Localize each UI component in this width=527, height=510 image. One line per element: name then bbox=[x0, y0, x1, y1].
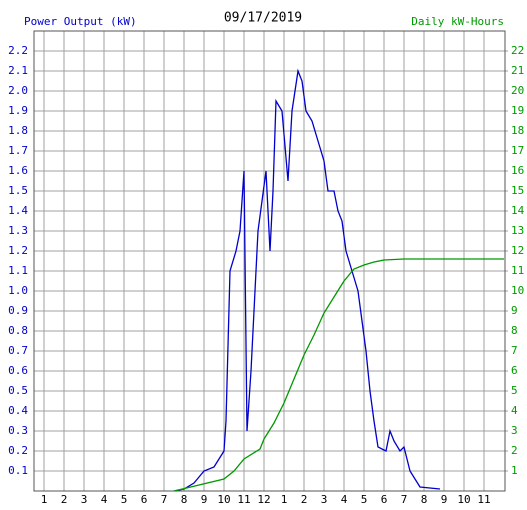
y-tick-label: 1.3 bbox=[8, 224, 28, 237]
right-axis-label: Daily kW-Hours bbox=[411, 15, 504, 28]
y-tick-label: 0.9 bbox=[8, 304, 28, 317]
y2-tick-label: 20 bbox=[511, 84, 524, 97]
y2-tick-label: 8 bbox=[511, 324, 518, 337]
y-tick-label: 1.7 bbox=[8, 144, 28, 157]
x-tick-label: 10 bbox=[457, 493, 470, 506]
y-tick-label: 2.0 bbox=[8, 84, 28, 97]
plot-area bbox=[34, 31, 505, 491]
y2-tick-label: 15 bbox=[511, 184, 524, 197]
x-tick-label: 8 bbox=[421, 493, 428, 506]
x-tick-label: 2 bbox=[301, 493, 308, 506]
x-tick-label: 7 bbox=[401, 493, 408, 506]
y2-tick-label: 16 bbox=[511, 164, 524, 177]
series-line bbox=[173, 258, 504, 492]
x-tick-label: 6 bbox=[141, 493, 148, 506]
y2-tick-label: 22 bbox=[511, 44, 524, 57]
x-tick-label: 2 bbox=[61, 493, 68, 506]
x-tick-label: 3 bbox=[321, 493, 328, 506]
y2-tick-label: 11 bbox=[511, 264, 524, 277]
x-tick-label: 5 bbox=[121, 493, 128, 506]
y2-tick-label: 21 bbox=[511, 64, 524, 77]
x-tick-label: 1 bbox=[281, 493, 288, 506]
y-tick-label: 0.4 bbox=[8, 404, 28, 417]
y2-tick-label: 13 bbox=[511, 224, 524, 237]
y-tick-label: 1.8 bbox=[8, 124, 28, 137]
x-tick-label: 5 bbox=[361, 493, 368, 506]
y2-tick-label: 14 bbox=[511, 204, 525, 217]
x-tick-label: 11 bbox=[477, 493, 490, 506]
x-tick-label: 1 bbox=[41, 493, 48, 506]
y-tick-label: 0.8 bbox=[8, 324, 28, 337]
y-tick-label: 0.6 bbox=[8, 364, 28, 377]
y-tick-label: 1.9 bbox=[8, 104, 28, 117]
y-tick-label: 1.5 bbox=[8, 184, 28, 197]
y-tick-label: 2.1 bbox=[8, 64, 28, 77]
y2-tick-label: 2 bbox=[511, 444, 518, 457]
y-tick-label: 0.5 bbox=[8, 384, 28, 397]
y-tick-label: 0.3 bbox=[8, 424, 28, 437]
x-tick-label: 7 bbox=[161, 493, 168, 506]
y2-tick-label: 3 bbox=[511, 424, 518, 437]
series-line bbox=[173, 68, 441, 492]
y2-tick-label: 10 bbox=[511, 284, 524, 297]
left-axis-label: Power Output (kW) bbox=[24, 15, 137, 28]
y-tick-label: 1.6 bbox=[8, 164, 28, 177]
chart-title: 09/17/2019 bbox=[224, 11, 302, 26]
x-tick-label: 6 bbox=[381, 493, 388, 506]
y2-tick-label: 9 bbox=[511, 304, 518, 317]
y2-tick-label: 12 bbox=[511, 244, 524, 257]
y-tick-label: 1.2 bbox=[8, 244, 28, 257]
x-tick-label: 4 bbox=[101, 493, 108, 506]
x-tick-label: 11 bbox=[237, 493, 250, 506]
y-tick-label: 2.2 bbox=[8, 44, 28, 57]
x-tick-label: 9 bbox=[201, 493, 208, 506]
y2-tick-label: 19 bbox=[511, 104, 524, 117]
y2-tick-label: 17 bbox=[511, 144, 524, 157]
y2-tick-label: 5 bbox=[511, 384, 518, 397]
x-tick-label: 12 bbox=[257, 493, 270, 506]
y2-tick-label: 1 bbox=[511, 464, 518, 477]
x-tick-label: 9 bbox=[441, 493, 448, 506]
y-tick-label: 1.4 bbox=[8, 204, 28, 217]
x-tick-label: 4 bbox=[341, 493, 348, 506]
y-tick-label: 0.1 bbox=[8, 464, 28, 477]
y-tick-label: 0.7 bbox=[8, 344, 28, 357]
x-tick-label: 8 bbox=[181, 493, 188, 506]
y-tick-label: 1.0 bbox=[8, 284, 28, 297]
y2-tick-label: 4 bbox=[511, 404, 518, 417]
y-tick-label: 1.1 bbox=[8, 264, 28, 277]
plot-border bbox=[33, 30, 506, 492]
y2-tick-label: 6 bbox=[511, 364, 518, 377]
y2-tick-label: 7 bbox=[511, 344, 518, 357]
x-tick-label: 10 bbox=[217, 493, 230, 506]
y-tick-label: 0.2 bbox=[8, 444, 28, 457]
x-tick-label: 3 bbox=[81, 493, 88, 506]
y2-tick-label: 18 bbox=[511, 124, 524, 137]
